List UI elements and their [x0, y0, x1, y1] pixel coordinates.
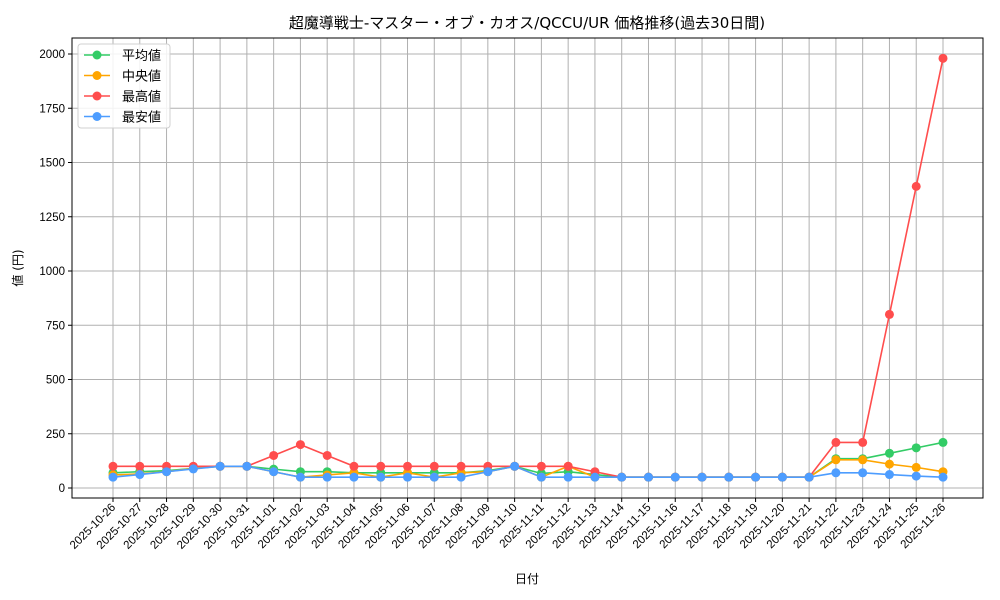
data-point	[376, 461, 386, 471]
data-point	[403, 461, 413, 471]
data-point	[135, 470, 145, 480]
data-point	[884, 309, 894, 319]
data-point	[456, 461, 466, 471]
y-axis-label: 値 (円)	[10, 249, 25, 286]
data-point	[510, 461, 520, 471]
y-tick-label: 0	[59, 483, 65, 495]
data-point	[322, 472, 332, 482]
data-point	[911, 443, 921, 453]
data-point	[831, 455, 841, 465]
data-point	[670, 472, 680, 482]
y-tick-label: 1750	[39, 103, 65, 115]
y-tick-label: 1250	[39, 212, 65, 224]
x-axis-ticks: 2025-10-262025-10-272025-10-282025-10-29…	[68, 498, 948, 552]
data-point	[643, 472, 653, 482]
data-point	[295, 440, 305, 450]
data-point	[403, 472, 413, 482]
data-point	[349, 461, 359, 471]
data-point	[777, 472, 787, 482]
data-point	[911, 462, 921, 472]
data-point	[938, 472, 948, 482]
data-point	[697, 472, 707, 482]
data-point	[483, 467, 493, 477]
data-point	[242, 461, 252, 471]
data-point	[162, 467, 172, 477]
plot-frame	[71, 37, 984, 499]
y-axis-ticks: 0 250 500 750 1000 1250 1500 1750 2000	[39, 49, 72, 495]
data-point	[911, 471, 921, 481]
y-tick-label: 500	[46, 375, 65, 387]
data-point	[536, 461, 546, 471]
legend-marker-icon	[92, 112, 102, 121]
y-tick-label: 750	[46, 320, 65, 332]
legend-label: 中央値	[122, 69, 161, 85]
data-point	[563, 472, 573, 482]
data-point	[617, 472, 627, 482]
data-point	[590, 472, 600, 482]
series-line	[112, 458, 944, 479]
data-point	[108, 472, 118, 482]
y-tick-label: 2000	[39, 49, 65, 61]
data-point	[751, 472, 761, 482]
data-point	[938, 53, 948, 63]
legend-label: 最高値	[122, 89, 161, 105]
data-point	[108, 461, 118, 471]
data-point	[456, 472, 466, 482]
data-point	[938, 437, 948, 447]
data-point	[858, 437, 868, 447]
data-point	[858, 455, 868, 465]
data-point	[536, 472, 546, 482]
data-point	[804, 472, 814, 482]
legend-label: 最安値	[122, 110, 161, 126]
data-point	[215, 461, 225, 471]
legend-marker-icon	[92, 71, 102, 80]
data-point	[322, 450, 332, 460]
data-point	[188, 464, 198, 474]
data-point	[429, 461, 439, 471]
data-point	[884, 459, 894, 469]
data-point	[911, 181, 921, 191]
chart-title: 超魔導戦士-マスター・オブ・カオス/QCCU/UR 価格推移(過去30日間)	[289, 14, 765, 32]
data-point	[724, 472, 734, 482]
data-point	[884, 470, 894, 480]
y-tick-label: 1500	[39, 158, 65, 170]
data-point	[429, 472, 439, 482]
series-lines	[108, 53, 948, 482]
legend-label: 平均値	[122, 48, 161, 64]
grid	[72, 38, 983, 498]
data-point	[135, 461, 145, 471]
data-point	[376, 472, 386, 482]
data-point	[884, 448, 894, 458]
data-point	[295, 472, 305, 482]
data-point	[563, 461, 573, 471]
series-line	[113, 58, 944, 478]
data-point	[831, 468, 841, 478]
legend-marker-icon	[92, 91, 102, 101]
data-point	[858, 468, 868, 478]
y-tick-label: 1000	[39, 266, 65, 278]
data-point	[831, 437, 841, 447]
legend-marker-icon	[92, 50, 102, 60]
data-point	[349, 472, 359, 482]
data-point	[269, 467, 279, 477]
data-point	[269, 450, 279, 460]
y-tick-label: 250	[46, 429, 65, 441]
x-axis-label: 日付	[515, 572, 539, 586]
legend-box	[77, 43, 171, 129]
